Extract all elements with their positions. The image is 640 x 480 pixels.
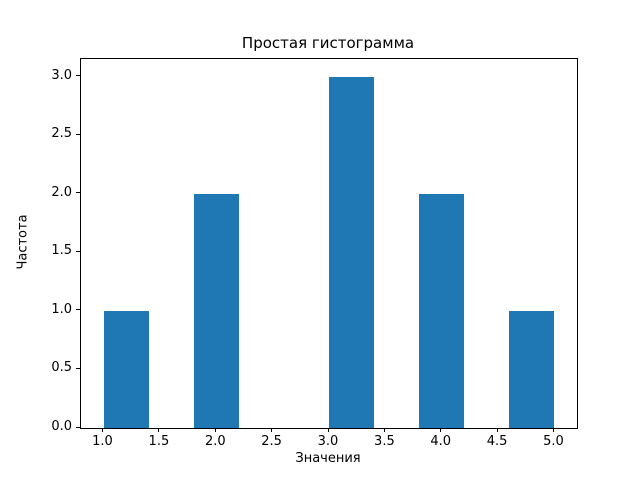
y-tick-mark	[76, 133, 80, 135]
y-tick-label: 2.5	[51, 126, 72, 142]
y-tick-label: 1.0	[51, 301, 72, 317]
y-tick-label: 2.0	[51, 184, 72, 200]
x-tick-label: 2.0	[204, 434, 226, 449]
y-tick-label: 0.5	[51, 360, 72, 376]
histogram-bar	[103, 310, 149, 428]
x-tick-mark	[496, 428, 498, 432]
x-tick-label: 2.5	[261, 434, 282, 449]
x-tick-label: 4.5	[486, 434, 508, 449]
histogram-bar	[509, 310, 555, 428]
y-tick-label: 0.0	[51, 419, 72, 434]
x-axis-label: Значения	[295, 451, 361, 466]
x-tick-mark	[102, 428, 103, 432]
y-tick-label: 1.5	[51, 243, 72, 259]
x-tick-label: 3.5	[374, 434, 395, 449]
x-tick-mark	[271, 428, 273, 432]
y-tick-mark	[76, 250, 80, 252]
x-tick-mark	[440, 428, 442, 432]
y-tick-mark	[76, 75, 80, 77]
x-tick-label: 5.0	[543, 434, 564, 449]
x-tick-label: 1.5	[148, 434, 170, 449]
y-tick-mark	[76, 426, 80, 428]
x-tick-label: 3.0	[317, 434, 339, 449]
y-axis-label: Частота	[15, 214, 31, 270]
y-tick-label: 3.0	[51, 67, 72, 83]
plot-area	[80, 58, 578, 429]
chart-title: Простая гистограмма	[241, 34, 415, 52]
x-tick-mark	[383, 428, 385, 432]
x-tick-label: 4.0	[430, 434, 452, 449]
x-tick-mark	[553, 428, 554, 432]
y-tick-mark	[76, 367, 80, 369]
x-tick-mark	[158, 428, 160, 432]
histogram-bar	[419, 193, 465, 428]
x-tick-mark	[214, 428, 216, 432]
histogram-bar	[193, 193, 239, 428]
histogram-bar	[329, 76, 375, 428]
x-tick-mark	[327, 428, 329, 432]
x-tick-label: 1.0	[92, 434, 113, 449]
y-tick-mark	[76, 192, 80, 194]
y-tick-mark	[76, 309, 80, 311]
